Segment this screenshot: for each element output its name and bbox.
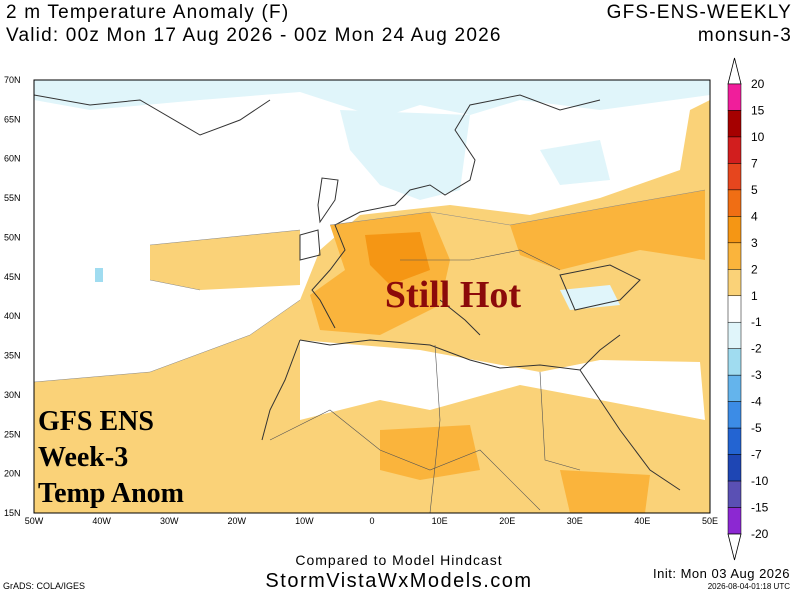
colorbar-box: [727, 374, 742, 402]
lat-label: 20N: [4, 469, 21, 479]
lon-label: 50W: [25, 516, 44, 526]
lat-label: 70N: [4, 75, 21, 85]
colorbar-box: [727, 269, 742, 297]
user-name: monsun-3: [698, 25, 792, 46]
colorbar-label: 3: [751, 236, 758, 250]
colorbar-label: -7: [751, 448, 762, 462]
lon-label: 40E: [634, 516, 650, 526]
colorbar-box: [727, 83, 742, 111]
headline: Still Hot: [385, 274, 522, 316]
colorbar-box: [727, 189, 742, 217]
lon-label: 20E: [499, 516, 515, 526]
colorbar-box: [727, 110, 742, 138]
lat-label: 40N: [4, 311, 21, 321]
borders: [269, 249, 581, 513]
colorbar-label: 20: [751, 77, 765, 91]
colorbar-label: -4: [751, 395, 762, 409]
colorbar-label: 1: [751, 289, 758, 303]
colorbar-label: 15: [751, 103, 765, 117]
lon-labels: 50W 40W 30W 20W 10W 0 10E 20E 30E 40E 50E: [25, 516, 718, 526]
lon-label: 50E: [702, 516, 718, 526]
footer-note: Compared to Model Hindcast: [295, 552, 502, 568]
lon-label: 30W: [160, 516, 179, 526]
lat-label: 60N: [4, 154, 21, 164]
contours: [34, 189, 706, 383]
grads-credit: GrADS: COLA/IGES: [3, 581, 85, 591]
neutral-area: [300, 340, 705, 420]
colorbar-box: [727, 427, 742, 455]
map-frame: [33, 79, 711, 514]
cool-anomaly: [95, 268, 103, 282]
colorbar-label: 2: [751, 262, 758, 276]
timestamp: 2026-08-04-01:18 UTC: [708, 582, 790, 591]
lat-label: 30N: [4, 390, 21, 400]
lat-label: 55N: [4, 193, 21, 203]
colorbar-end: [727, 533, 742, 561]
map-title: 2 m Temperature Anomaly (F): [6, 2, 289, 23]
lat-label: 35N: [4, 351, 21, 361]
colorbar: 20 15 10 7 5 4 3 2 1 -1 -2 -3 -4 -5 -7 -10 -15 -20: [727, 57, 769, 561]
lon-label: 20W: [228, 516, 247, 526]
lon-label: 30E: [567, 516, 583, 526]
colorbar-box: [727, 401, 742, 429]
lon-label: 40W: [92, 516, 111, 526]
cool-anomaly: [34, 80, 710, 118]
colorbar-label: -2: [751, 342, 762, 356]
colorbar-box: [727, 216, 742, 244]
colorbar-box: [727, 480, 742, 508]
colorbar-box: [727, 348, 742, 376]
colorbar-label: 7: [751, 156, 758, 170]
colorbar-box: [727, 163, 742, 191]
colorbar-box: [727, 136, 742, 164]
caption-line: Week-3: [38, 442, 128, 473]
colorbar-label: -3: [751, 368, 762, 382]
footer-site: StormVistaWxModels.com: [265, 570, 532, 592]
caption-line: Temp Anom: [38, 478, 184, 509]
map: [33, 79, 711, 514]
colorbar-box: [727, 295, 742, 323]
colorbar-label: 5: [751, 183, 758, 197]
lon-label: 0: [369, 516, 374, 526]
lon-label: 10W: [295, 516, 314, 526]
colorbar-box: [727, 242, 742, 270]
warm-anomaly: [560, 470, 650, 513]
lat-labels: 70N 65N 60N 55N 50N 45N 40N 35N 30N 25N 20N 15N: [4, 75, 21, 518]
colorbar-label: -1: [751, 315, 762, 329]
cool-anomaly: [340, 110, 470, 200]
colorbar-label: -5: [751, 421, 762, 435]
colorbar-label: 10: [751, 130, 765, 144]
init-time: Init: Mon 03 Aug 2026: [653, 566, 790, 581]
model-name: GFS-ENS-WEEKLY: [607, 2, 792, 23]
lat-label: 45N: [4, 272, 21, 282]
warm-anomaly: [510, 190, 705, 270]
warm-anomaly: [150, 230, 300, 290]
lat-label: 65N: [4, 114, 21, 124]
warm-anomaly: [380, 425, 480, 480]
lat-label: 25N: [4, 429, 21, 439]
colorbar-box: [727, 321, 742, 349]
lat-label: 50N: [4, 232, 21, 242]
colorbar-box: [727, 454, 742, 482]
caption-line: GFS ENS: [38, 406, 154, 437]
colorbar-end: [727, 57, 742, 85]
colorbar-label: -10: [751, 474, 769, 488]
coastlines: [34, 94, 681, 491]
valid-time: Valid: 00z Mon 17 Aug 2026 - 00z Mon 24 …: [6, 25, 502, 46]
lat-label: 15N: [4, 508, 21, 518]
colorbar-label: 4: [751, 209, 758, 223]
colorbar-box: [727, 507, 742, 535]
cool-anomaly: [540, 140, 610, 185]
colorbar-label: -20: [751, 527, 769, 541]
caption: GFS ENS Week-3 Temp Anom: [38, 406, 184, 509]
warm-anomaly: [365, 232, 430, 285]
lon-label: 10E: [432, 516, 448, 526]
colorbar-label: -15: [751, 501, 769, 515]
